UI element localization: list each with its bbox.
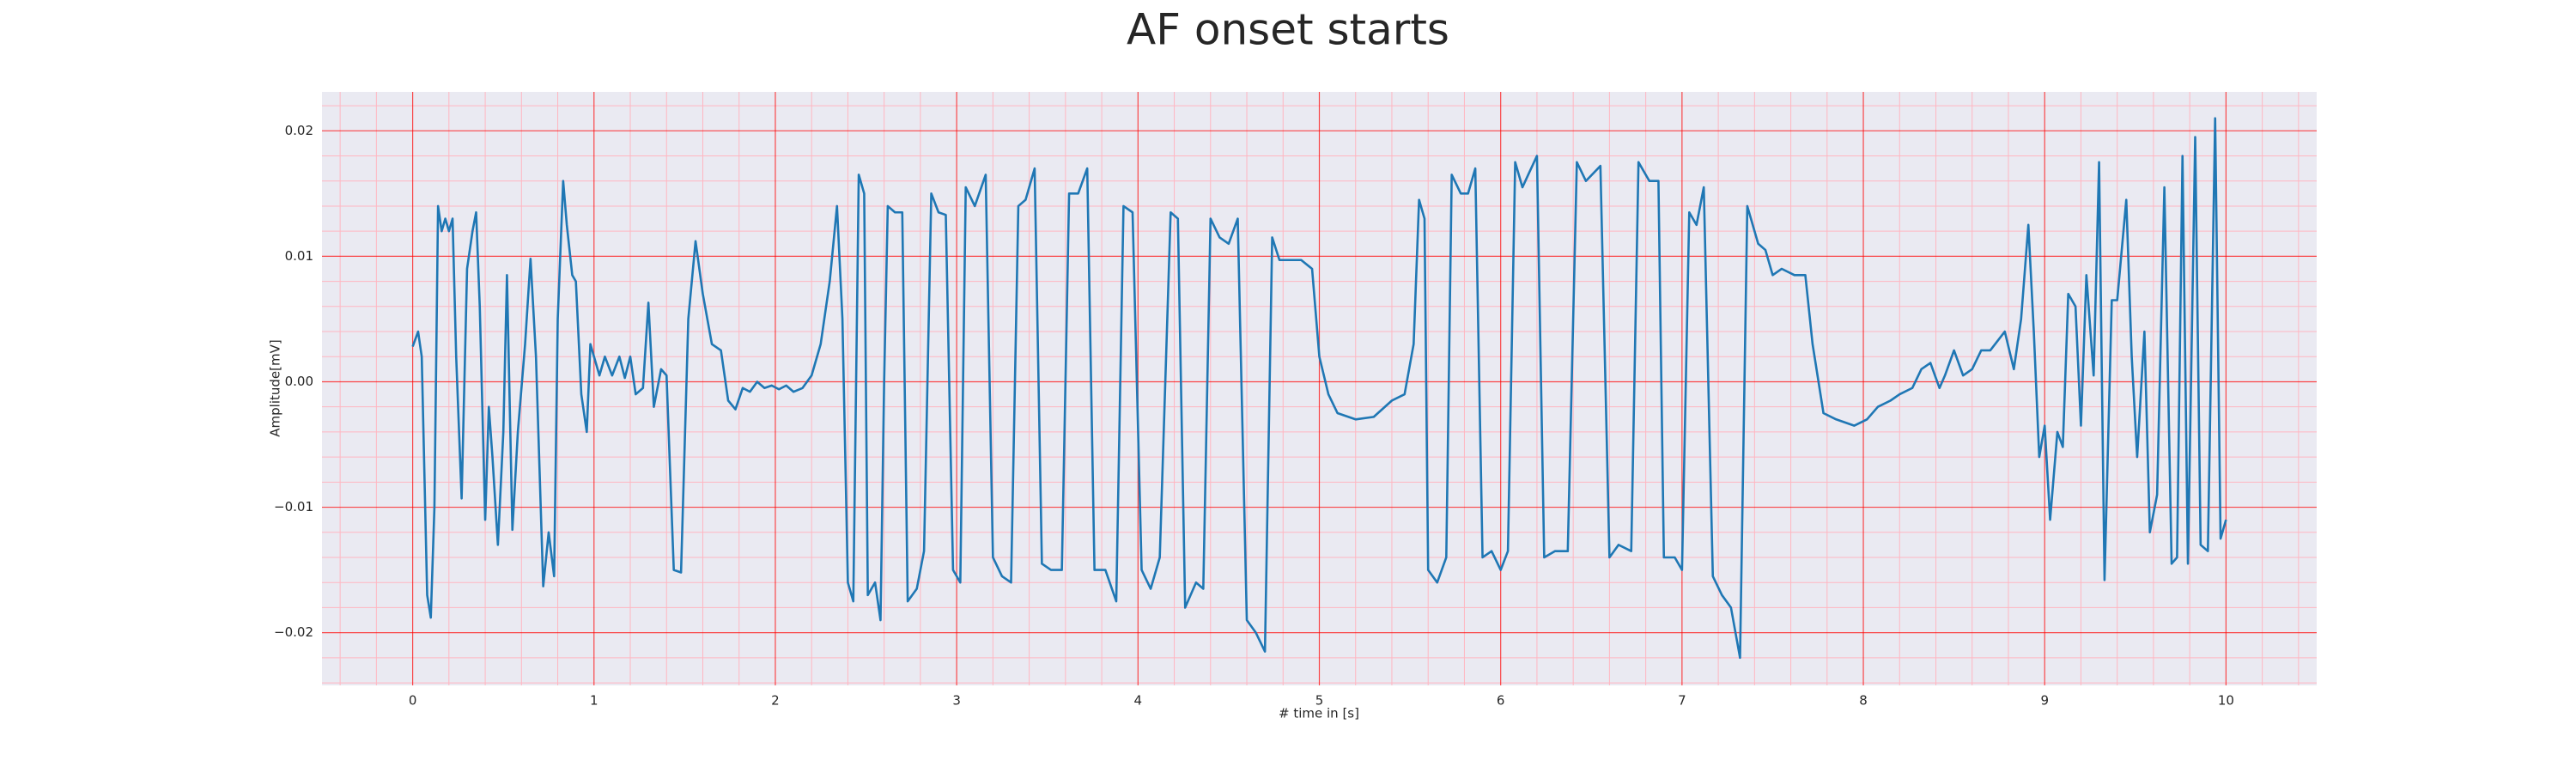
x-tick-label: 6: [1497, 693, 1505, 709]
chart-title: AF onset starts: [1127, 5, 1449, 55]
y-tick-label: 0.00: [285, 374, 313, 389]
x-tick-label: 1: [590, 693, 598, 709]
y-tick-label: −0.01: [274, 499, 313, 514]
x-tick-label: 9: [2040, 693, 2049, 709]
x-tick-label: 5: [1315, 693, 1324, 709]
x-tick-label: 8: [1859, 693, 1868, 709]
x-tick-label: 4: [1134, 693, 1143, 709]
x-tick-label: 10: [2218, 693, 2234, 709]
x-tick-label: 2: [771, 693, 780, 709]
x-tick-label: 0: [409, 693, 417, 709]
y-tick-label: −0.02: [274, 624, 313, 640]
x-tick-label: 3: [952, 693, 961, 709]
x-tick-label: 7: [1678, 693, 1686, 709]
signal-line: [411, 117, 2227, 660]
y-tick-label: 0.02: [285, 123, 313, 138]
x-axis-label: # time in [s]: [1279, 706, 1359, 721]
y-axis-label: Amplitude[mV]: [268, 339, 283, 436]
y-tick-label: 0.01: [285, 248, 313, 264]
